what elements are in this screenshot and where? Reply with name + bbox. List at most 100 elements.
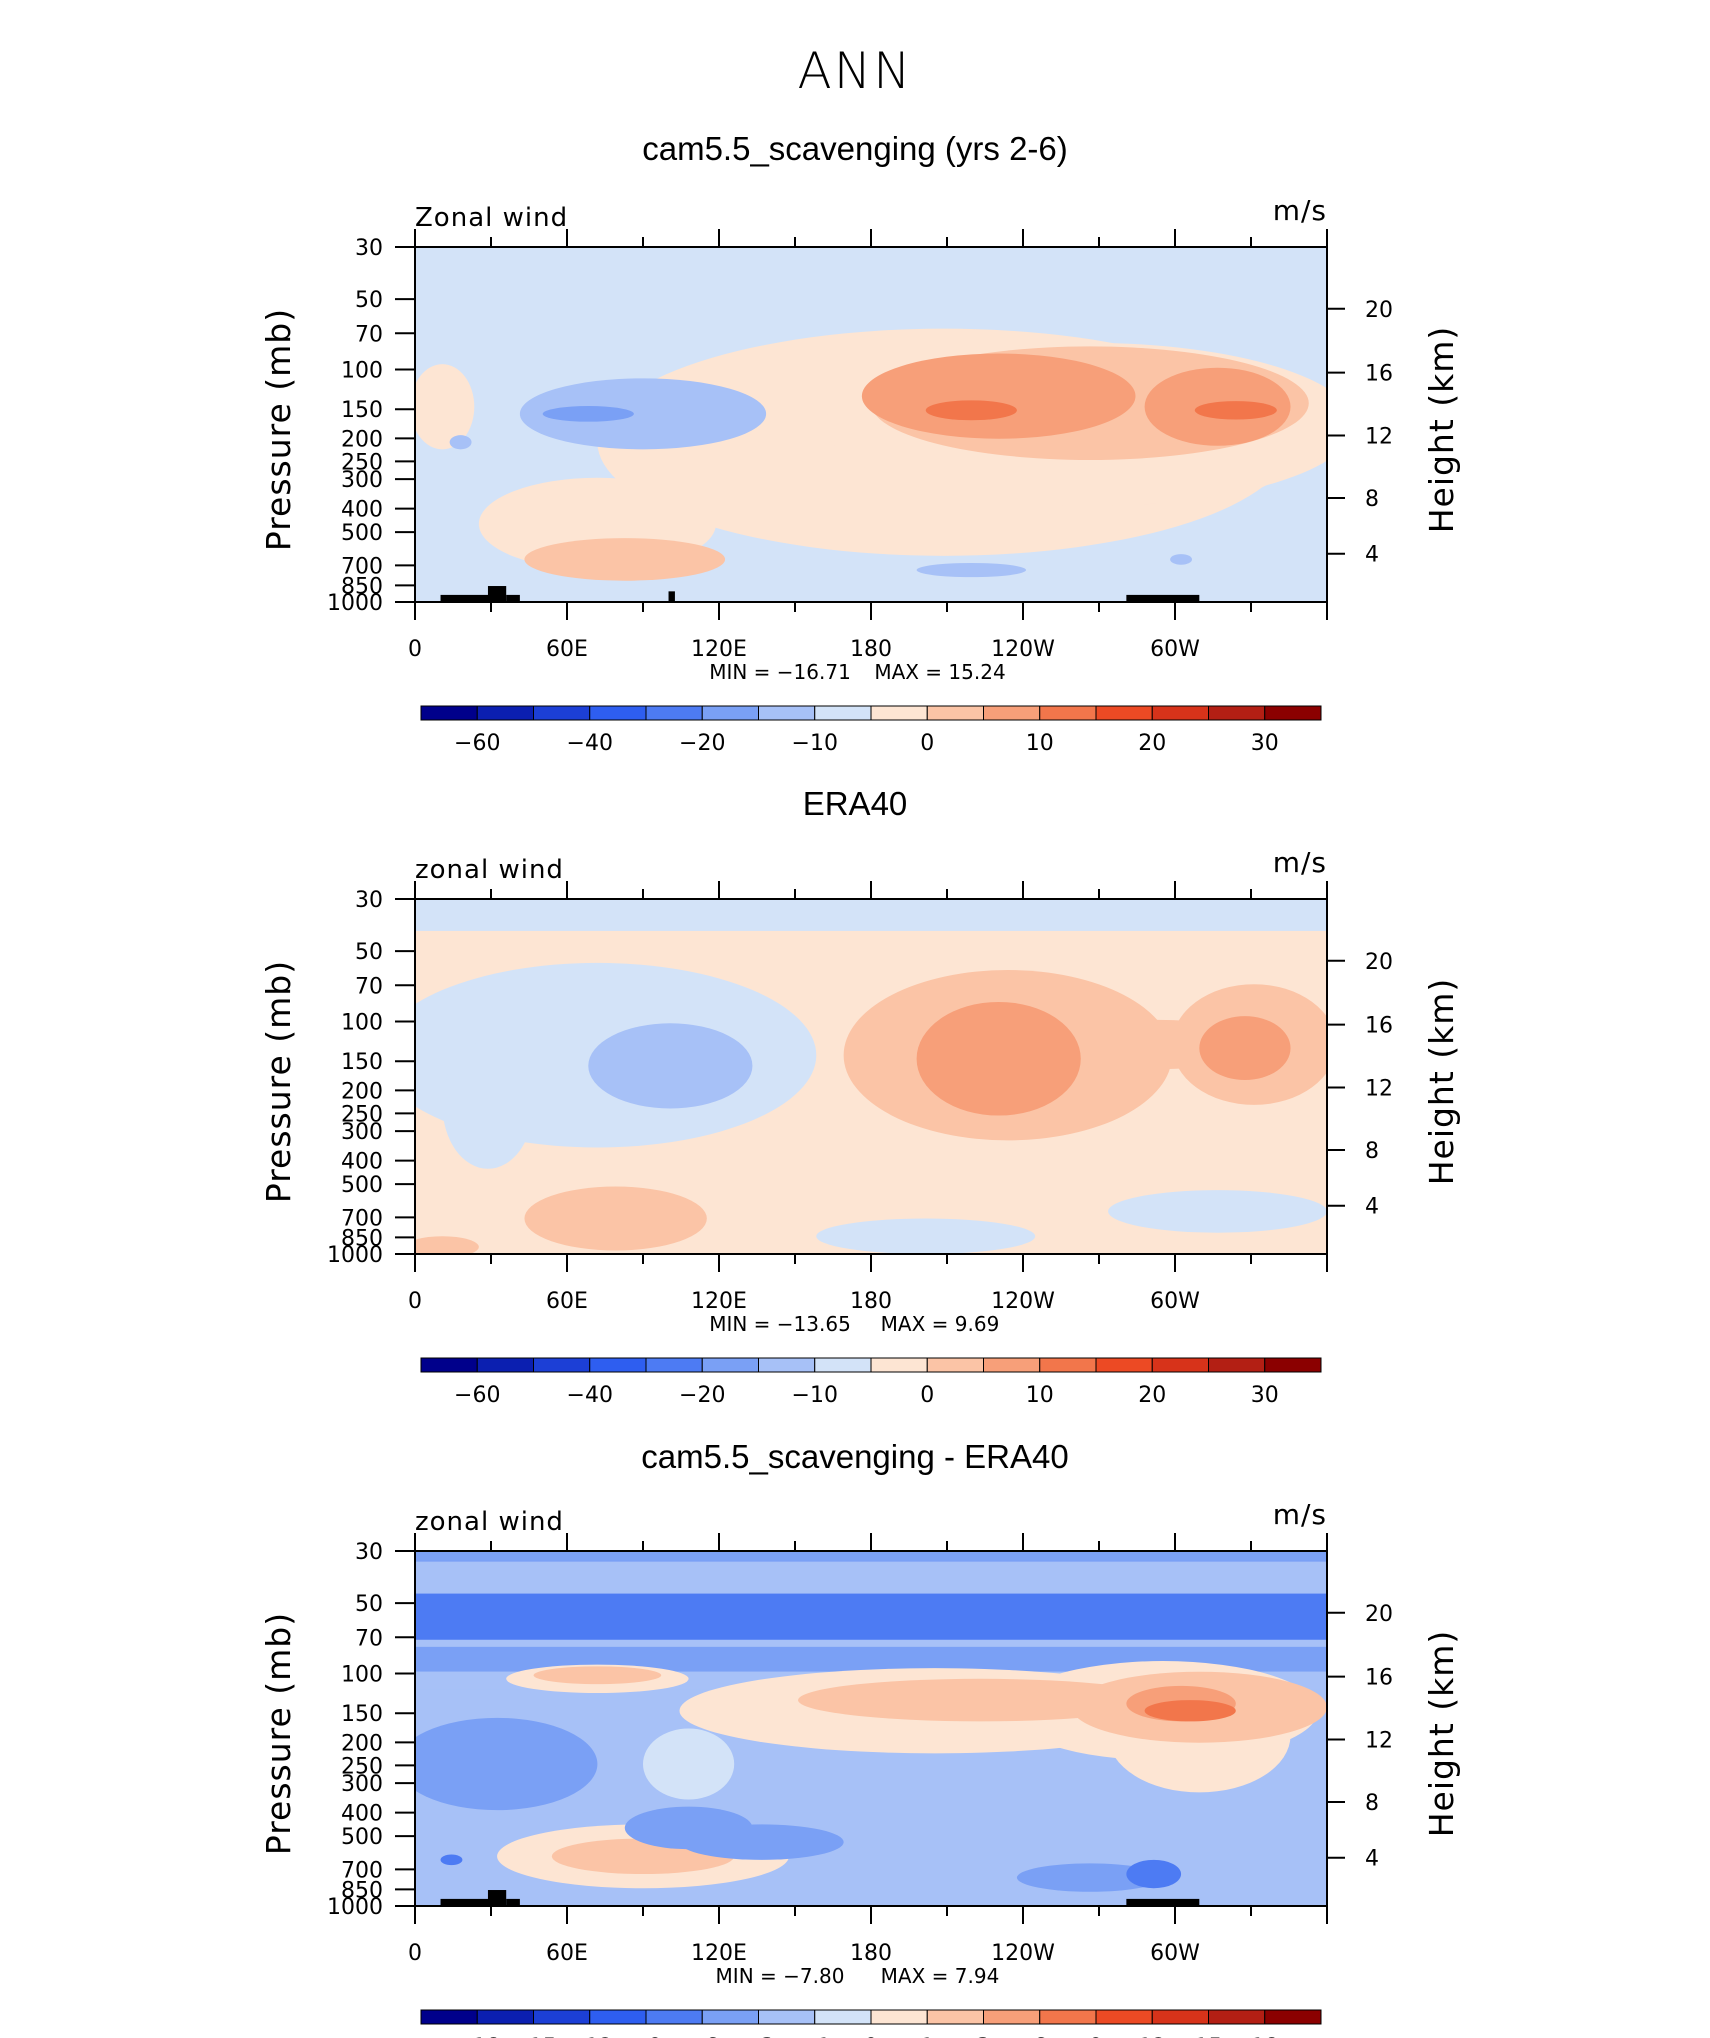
colorbar-swatch [701,1357,759,1373]
y-axis-label: Pressure (mb) [259,1612,298,1855]
colorbar-swatch [701,2009,759,2025]
contour-region [524,1186,707,1251]
colorbar-swatch [870,2009,928,2025]
topography [1126,1898,1200,1906]
contour-region [798,1678,1163,1722]
y-tick-label: 500 [341,1173,383,1198]
figure-title: ANN [797,42,913,100]
contour-region [440,1854,463,1866]
panel-1: 0 60E 120E 180 120W 60W3050701001502002503004… [259,194,1461,756]
topography [506,594,520,602]
x-tick-label: 0 [408,1289,422,1314]
y-tick-label: 700 [341,554,383,579]
panel-2-title: ERA40 [802,785,908,822]
y-tick-label: 400 [341,1150,383,1175]
contour-region [916,562,1027,578]
contour-region [1126,1859,1182,1889]
variable-label: zonal wind [415,1507,564,1537]
colorbar-swatch [1208,705,1266,721]
x-tick-label: 60W [1150,1289,1200,1314]
panel-1-title: cam5.5_scavenging (yrs 2-6) [642,130,1068,167]
min-readout: MIN = −7.80 [716,1964,845,1988]
colorbar-label: −20 [679,1383,725,1408]
colorbar-label: 20 [1138,1383,1166,1408]
x-tick-label: 180 [850,1941,892,1966]
y-tick-label: 150 [341,1050,383,1075]
y-tick-label: 100 [341,358,383,383]
colorbar-label: −20 [679,731,725,756]
colorbar-label: −15 [510,2035,556,2038]
y2-axis-label: Height (km) [1422,326,1461,534]
y2-tick-label: 4 [1365,1847,1379,1872]
contour-field [415,1551,1327,1906]
colorbar-label: −60 [454,1383,500,1408]
y2-axis-label: Height (km) [1422,978,1461,1186]
y-tick-label: 1000 [327,591,383,616]
colorbar-swatch [645,1357,703,1373]
colorbar-label: 10 [1026,1383,1054,1408]
colorbar-label: 30 [1251,1383,1279,1408]
colorbar-swatch [870,705,928,721]
colorbar-label: 12 [1138,2035,1166,2038]
contour-region [542,406,634,422]
colorbar-swatch [1095,2009,1153,2025]
y-tick-label: 400 [341,498,383,523]
colorbar-swatch [758,1357,816,1373]
y2-tick-label: 8 [1365,1791,1379,1816]
x-tick-label: 0 [408,1941,422,1966]
max-readout: MAX = 15.24 [874,660,1005,684]
y-tick-label: 850 [341,1878,383,1903]
colorbar-label: 1 [920,2035,934,2038]
topography [440,594,493,602]
colorbar-swatch [1264,1357,1322,1373]
x-tick-label: 120E [691,1289,747,1314]
y-tick-label: 200 [341,427,383,452]
colorbar-swatch [1151,705,1209,721]
topography [487,586,507,602]
colorbar-swatch [1208,2009,1266,2025]
y2-tick-label: 8 [1365,487,1379,512]
contour-region [449,435,472,450]
y-tick-label: 300 [341,1120,383,1145]
contour-region [588,1023,753,1109]
y-tick-label: 50 [355,1592,383,1617]
colorbar-swatch [814,1357,872,1373]
y-tick-label: 30 [355,1540,383,1565]
colorbar-swatch [983,1357,1041,1373]
y-tick-label: 100 [341,1010,383,1035]
y-tick-label: 250 [341,1754,383,1779]
y2-tick-label: 20 [1365,298,1393,323]
y-tick-label: 50 [355,940,383,965]
x-tick-label: 120E [691,1941,747,1966]
contour-band [415,1593,1327,1640]
colorbar-swatch [1039,1357,1097,1373]
colorbar-swatch [645,705,703,721]
panel-3-title: cam5.5_scavenging - ERA40 [641,1438,1069,1475]
contour-region [524,538,726,581]
y2-axis-label: Height (km) [1422,1630,1461,1838]
colorbar-swatch [420,1357,478,1373]
y-tick-label: 700 [341,1858,383,1883]
y-tick-label: 70 [355,322,383,347]
colorbar-label: −10 [792,731,838,756]
colorbar-swatch [758,2009,816,2025]
colorbar-label: −10 [792,1383,838,1408]
y-tick-label: 100 [341,1662,383,1687]
contour-region [679,1824,844,1860]
colorbar-label: 20 [1138,731,1166,756]
colorbar-label: 3 [977,2035,991,2038]
contour-field [415,899,1327,1254]
contour-region [442,1041,534,1169]
contour-region [415,1236,479,1254]
y-tick-label: 150 [341,1702,383,1727]
colorbar-swatch [476,1357,534,1373]
colorbar: −18 −15 −12 −9 −6 −3 −1 0 1 3 6 9 12 15 18 [420,2009,1322,2038]
y2-tick-label: 20 [1365,1602,1393,1627]
colorbar-swatch [926,1357,984,1373]
colorbar: −60 −40 −20 −10 0 10 20 30 [420,705,1322,756]
max-readout: MAX = 7.94 [881,1964,1000,1988]
min-readout: MIN = −13.65 [709,1312,851,1336]
y-tick-label: 250 [341,450,383,475]
colorbar-swatch [476,705,534,721]
